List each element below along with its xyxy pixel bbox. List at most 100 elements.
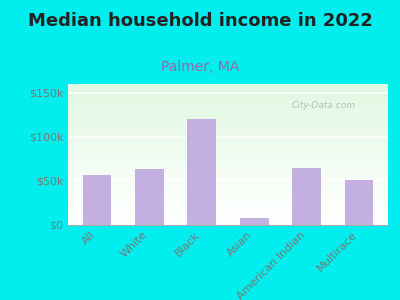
Text: Palmer, MA: Palmer, MA [161,60,239,74]
Bar [68,161,388,163]
Bar [68,224,388,225]
Bar [68,128,388,129]
Bar [68,101,388,102]
Bar [68,183,388,184]
Bar [68,125,388,126]
Bar [68,166,388,167]
Bar [68,94,388,95]
Bar [68,102,388,104]
Bar [68,100,388,101]
Bar [68,169,388,170]
Bar [68,149,388,150]
Bar [68,193,388,194]
Bar [68,88,388,90]
Bar [68,217,388,218]
Bar [68,194,388,195]
Bar [68,132,388,133]
Bar [68,97,388,98]
Bar [68,130,388,132]
Bar [187,119,216,225]
Bar [68,138,388,139]
Bar [82,175,111,225]
Bar [345,180,374,225]
Bar [68,147,388,149]
Bar [68,187,388,188]
Bar [68,190,388,191]
Bar [68,87,388,88]
Bar [135,169,164,225]
Bar [68,91,388,92]
Bar [68,211,388,212]
Bar [68,110,388,111]
Bar [68,90,388,91]
Bar [68,204,388,205]
Bar [68,160,388,161]
Bar [68,92,388,94]
Bar [68,205,388,207]
Bar [68,184,388,185]
Bar [68,156,388,157]
Bar [68,153,388,154]
Bar [68,185,388,187]
Bar [292,168,321,225]
Bar [68,198,388,200]
Bar [68,150,388,152]
Bar [68,222,388,224]
Bar [68,146,388,147]
Bar [68,195,388,197]
Bar [68,140,388,142]
Bar [68,207,388,208]
Bar [68,136,388,138]
Bar [68,116,388,118]
Bar [68,215,388,217]
Bar [68,124,388,125]
Text: Median household income in 2022: Median household income in 2022 [28,12,372,30]
Bar [68,197,388,198]
Bar [68,119,388,121]
Bar [68,174,388,175]
Bar [68,126,388,128]
Bar [68,191,388,193]
Bar [68,164,388,166]
Bar [68,212,388,214]
Bar [68,121,388,122]
Bar [68,114,388,115]
Bar [68,176,388,177]
Bar [68,129,388,130]
Bar [68,115,388,116]
Bar [68,85,388,87]
Bar [68,157,388,159]
Bar [68,133,388,135]
Bar [68,219,388,221]
Bar [68,143,388,145]
Bar [68,139,388,140]
Bar [68,145,388,146]
Bar [68,177,388,178]
Bar [68,154,388,156]
Bar [68,180,388,181]
Bar [68,118,388,119]
Bar [68,221,388,222]
Bar [68,173,388,174]
Bar [68,181,388,183]
Bar [68,122,388,124]
Bar [68,152,388,153]
Bar [240,218,269,225]
Bar [68,209,388,211]
Bar [68,84,388,86]
Bar [68,98,388,100]
Bar [68,95,388,97]
Bar [68,170,388,171]
Bar [68,135,388,136]
Bar [68,105,388,106]
Bar [68,167,388,169]
Bar [68,208,388,209]
Bar [68,200,388,201]
Bar [68,104,388,105]
Bar [68,188,388,190]
Text: City-Data.com: City-Data.com [292,101,356,110]
Bar [68,112,388,114]
Bar [68,106,388,108]
Bar [68,178,388,180]
Bar [68,202,388,204]
